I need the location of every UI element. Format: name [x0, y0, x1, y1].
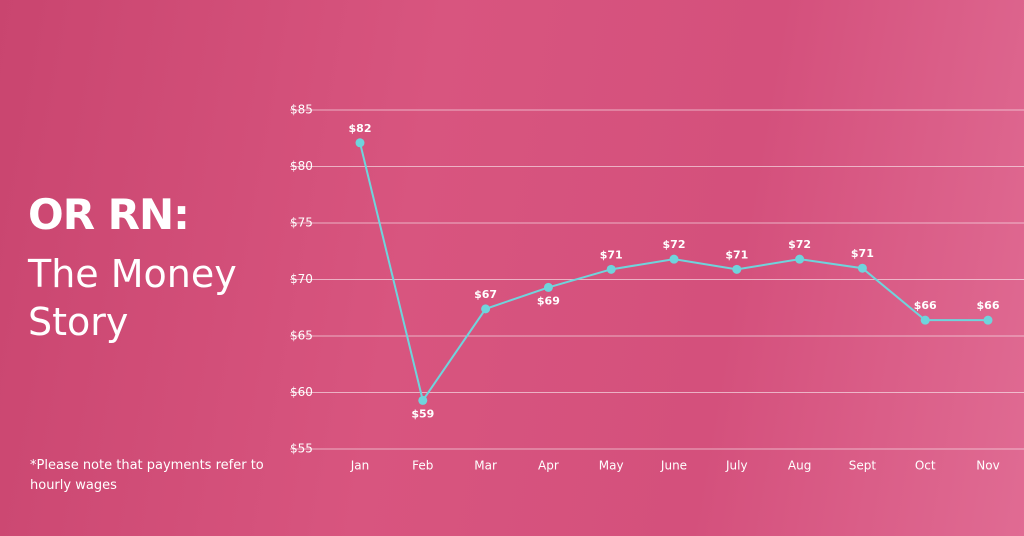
x-tick-label: Feb	[412, 459, 433, 473]
x-tick-label: June	[660, 459, 687, 473]
value-label: $71	[725, 248, 748, 261]
point	[920, 315, 930, 325]
x-tick-label: Nov	[976, 459, 999, 473]
x-tick-label: May	[599, 459, 624, 473]
x-tick-label: Jan	[350, 459, 370, 473]
value-label: $59	[411, 407, 434, 420]
value-label: $66	[977, 299, 1000, 312]
value-label: $67	[474, 288, 497, 301]
point	[543, 282, 553, 292]
x-tick-label: Sept	[849, 459, 877, 473]
subtitle: The Money Story	[28, 252, 237, 344]
point	[732, 264, 742, 274]
value-label: $72	[663, 238, 686, 251]
point	[606, 264, 616, 274]
value-label: $69	[537, 294, 560, 307]
value-label: $66	[914, 299, 937, 312]
x-tick-label: Mar	[474, 459, 497, 473]
x-tick-label: Apr	[538, 459, 559, 473]
point	[481, 304, 491, 314]
note: *Please note that payments refer to hour…	[30, 458, 264, 493]
x-tick-label: Aug	[788, 459, 811, 473]
x-tick-label: July	[725, 459, 748, 473]
point	[983, 315, 993, 325]
value-label: $71	[600, 248, 623, 261]
point	[795, 254, 805, 264]
value-label: $71	[851, 247, 874, 260]
value-label: $72	[788, 238, 811, 251]
line	[359, 142, 988, 403]
x-tick-label: Oct	[915, 459, 936, 473]
point	[418, 395, 428, 405]
point	[857, 263, 867, 273]
value-label: $82	[349, 122, 372, 135]
point	[669, 254, 679, 264]
point	[355, 138, 365, 148]
title: OR RN:	[28, 190, 190, 239]
